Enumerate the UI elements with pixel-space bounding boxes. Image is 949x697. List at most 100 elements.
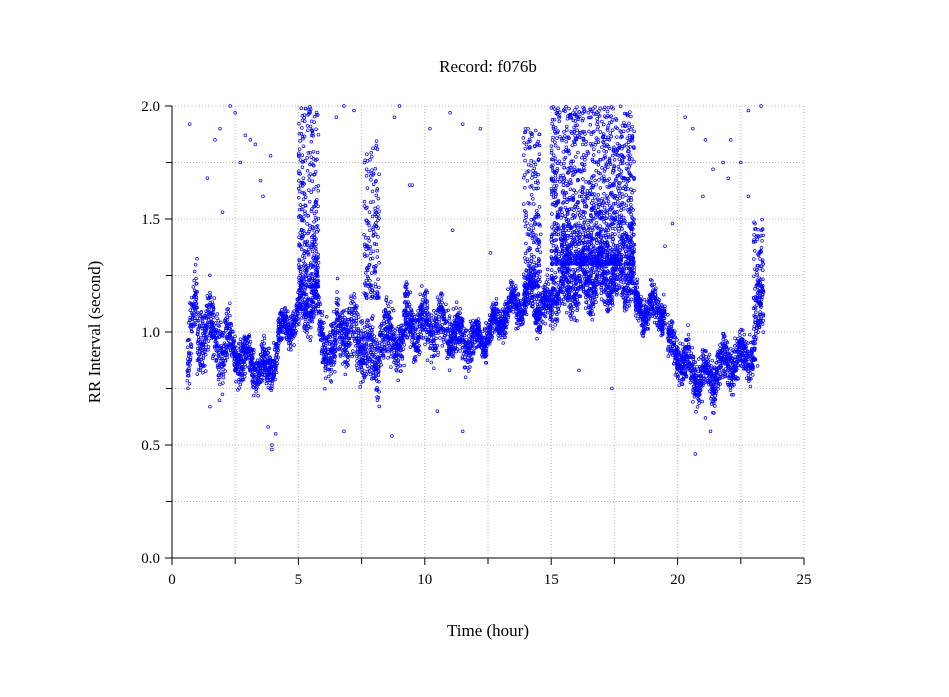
data-point [256,377,261,381]
data-point [347,320,351,324]
data-point [336,313,340,317]
data-point [243,336,248,340]
data-point [361,353,366,357]
data-point [386,356,390,360]
data-point [302,300,307,305]
data-point [341,325,345,329]
data-point [250,348,254,353]
data-point [258,365,263,370]
data-point [223,369,227,373]
data-point [298,311,302,316]
data-point [346,344,351,349]
data-point [199,310,203,314]
data-point [350,307,354,311]
data-point [196,331,200,336]
data-point [190,316,195,320]
data-point [373,355,377,360]
data-point [330,346,335,351]
data-point [303,322,307,326]
data-point [206,339,211,343]
data-point [661,292,666,297]
data-point [240,378,245,382]
data-point [351,349,355,353]
data-point [203,369,208,373]
data-point [429,354,434,359]
data-point [583,306,588,310]
data-point [345,362,349,366]
data-point [354,336,359,340]
data-point [599,297,604,301]
data-point [212,323,216,328]
data-point [309,310,314,314]
data-point [363,337,368,342]
data-point [420,284,424,288]
data-point [238,342,242,346]
data-point [276,348,281,352]
data-point [322,334,326,339]
data-point [376,370,381,374]
data-point [193,292,198,296]
data-point [246,353,251,358]
data-point [546,282,551,286]
data-point [253,373,257,377]
data-point [221,350,226,354]
data-point [350,354,354,359]
data-point [359,365,364,369]
data-point [332,333,337,338]
data-point [333,349,338,354]
data-point [553,270,557,275]
data-point [307,324,311,329]
data-point [352,336,357,341]
data-point [346,355,350,359]
data-point [446,308,450,313]
data-point [466,369,471,373]
data-point [289,347,293,352]
data-point [402,363,406,368]
data-point [323,350,327,355]
data-point [320,321,325,325]
data-point [237,354,242,358]
data-point [226,310,231,314]
data-point [374,347,378,351]
data-point [194,295,198,299]
data-point [278,317,282,322]
data-point [379,362,383,367]
data-point [203,349,207,354]
data-point [204,343,208,347]
data-point [274,353,279,357]
data-point [216,328,221,333]
data-point [323,386,327,391]
data-point [247,342,252,347]
data-point [288,344,293,348]
data-point [340,362,345,366]
data-point [229,323,234,328]
data-point [214,348,219,353]
data-point [211,311,215,316]
data-point [189,345,194,349]
data-point [225,325,230,329]
data-point [215,316,219,320]
data-point [286,338,291,342]
data-point [364,372,369,377]
data-point [196,339,200,344]
data-point [235,362,239,366]
data-point [304,302,309,307]
data-point [310,304,315,309]
data-point [402,343,407,347]
data-point [186,386,190,391]
data-point [218,371,222,375]
data-point [436,303,441,307]
data-point [317,295,321,300]
data-point [365,318,370,322]
data-point [204,327,209,331]
data-point [215,336,219,340]
data-point [268,357,273,362]
data-point [371,374,376,378]
data-point [352,295,357,300]
data-point [225,355,229,360]
data-point [599,287,604,292]
data-point [591,312,596,316]
data-point [356,352,361,357]
data-point [279,310,283,315]
